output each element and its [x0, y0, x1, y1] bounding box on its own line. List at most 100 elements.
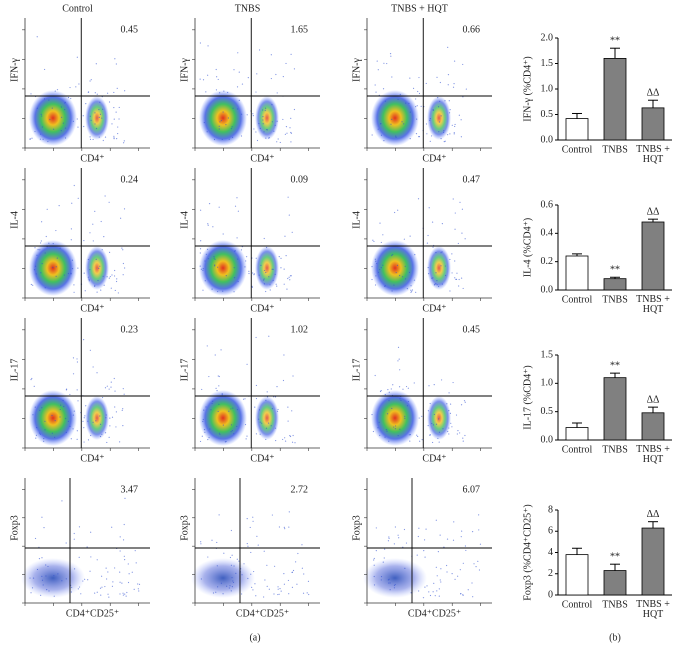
x-tick-label: TNBS + HQT	[636, 599, 670, 620]
event-dot	[207, 224, 209, 226]
event-dot	[453, 60, 456, 62]
event-dot	[64, 127, 67, 129]
event-dot	[117, 292, 119, 294]
event-dot	[433, 582, 435, 584]
quadrant-value: 0.09	[291, 174, 309, 185]
event-dot	[460, 593, 462, 595]
event-dot	[56, 257, 58, 259]
event-dot	[449, 403, 452, 405]
event-dot	[371, 134, 373, 136]
event-dot	[238, 99, 240, 101]
event-dot	[233, 433, 235, 435]
event-dot	[441, 251, 443, 253]
event-dot	[73, 184, 75, 187]
event-dot	[382, 561, 384, 563]
event-dot	[78, 556, 80, 558]
event-dot	[467, 589, 469, 591]
event-dot	[395, 135, 397, 137]
event-dot	[118, 118, 120, 120]
event-dot	[117, 132, 119, 135]
event-dot	[236, 425, 238, 428]
event-dot	[35, 434, 38, 436]
event-dot	[113, 275, 116, 277]
event-dot	[216, 565, 218, 567]
event-dot	[279, 141, 281, 144]
event-dot	[277, 593, 279, 596]
event-dot	[391, 76, 393, 78]
event-dot	[288, 214, 290, 216]
event-dot	[46, 208, 48, 210]
y-tick-label: 0.0	[541, 284, 554, 295]
event-dot	[459, 201, 461, 203]
quadrant-value: 0.66	[463, 24, 481, 35]
event-dot	[422, 597, 425, 599]
density	[427, 96, 451, 140]
event-dot	[253, 273, 255, 275]
event-dot	[268, 136, 270, 139]
event-dot	[51, 432, 53, 434]
event-dot	[230, 408, 232, 410]
event-dot	[97, 279, 99, 282]
event-dot	[232, 580, 234, 582]
event-dot	[386, 62, 388, 65]
event-dot	[90, 434, 92, 437]
event-dot	[397, 209, 399, 211]
significance: **	[610, 551, 620, 562]
event-dot	[100, 289, 102, 291]
event-dot	[275, 73, 277, 76]
event-dot	[101, 249, 103, 251]
event-dot	[294, 442, 296, 444]
event-dot	[67, 96, 70, 99]
event-dot	[32, 284, 34, 286]
event-dot	[303, 573, 305, 575]
event-dot	[448, 112, 451, 114]
event-dot	[246, 114, 248, 116]
event-dot	[207, 258, 210, 260]
event-dot	[202, 268, 204, 270]
event-dot	[284, 528, 286, 530]
event-dot	[266, 396, 269, 398]
event-dot	[264, 109, 266, 111]
x-tick-label: TNBS	[602, 144, 628, 155]
y-axis-label: IFN-γ (%CD4⁺)	[522, 56, 533, 122]
event-dot	[108, 596, 110, 598]
quadrant-value: 2.72	[291, 484, 309, 495]
event-dot	[412, 87, 415, 89]
event-dot	[99, 265, 101, 267]
event-dot	[255, 336, 257, 339]
event-dot	[209, 428, 211, 430]
x-tick-label: Control	[562, 144, 593, 155]
event-dot	[462, 63, 464, 66]
event-dot	[438, 431, 441, 433]
event-dot	[252, 113, 254, 115]
event-dot	[276, 285, 278, 287]
event-dot	[228, 410, 230, 412]
event-dot	[438, 131, 440, 133]
event-dot	[397, 534, 399, 536]
event-dot	[89, 349, 91, 351]
event-dot	[401, 276, 404, 278]
event-dot	[199, 265, 201, 267]
event-dot	[402, 388, 404, 390]
event-dot	[308, 593, 310, 596]
event-dot	[405, 385, 408, 388]
event-dot	[403, 528, 406, 531]
density	[371, 240, 419, 296]
event-dot	[274, 427, 277, 429]
event-dot	[94, 112, 96, 114]
event-dot	[230, 424, 233, 426]
event-dot	[206, 131, 208, 133]
event-dot	[404, 278, 407, 280]
event-dot	[225, 123, 227, 126]
event-dot	[104, 136, 107, 138]
event-dot	[462, 287, 464, 290]
event-dot	[31, 587, 34, 589]
y-tick-label: 1.5	[541, 349, 554, 360]
event-dot	[447, 46, 449, 48]
event-dot	[232, 407, 234, 409]
density	[371, 90, 419, 146]
significance: **	[610, 265, 620, 276]
event-dot	[204, 260, 206, 262]
event-dot	[64, 137, 67, 139]
density	[199, 390, 247, 446]
